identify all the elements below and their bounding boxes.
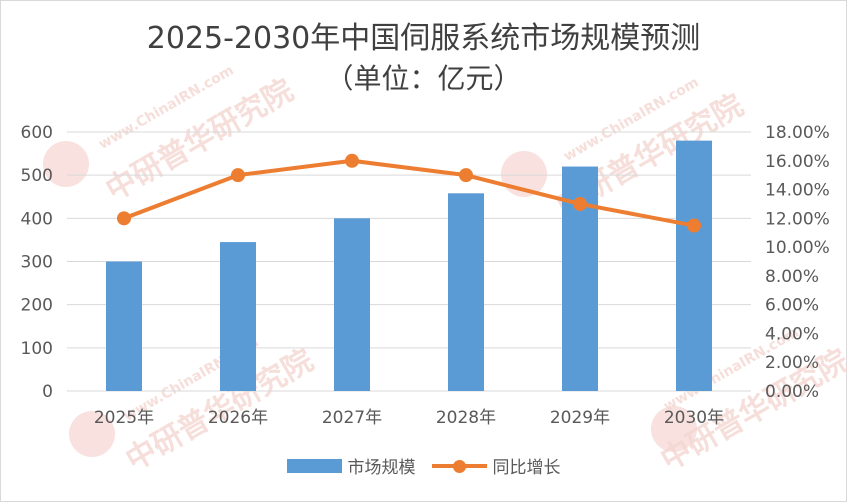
- line-point: [345, 153, 359, 168]
- y-left-tick-label: 300: [21, 253, 53, 273]
- bar: [220, 242, 256, 391]
- y-right-tick-label: 18.00%: [765, 123, 830, 143]
- chart-subtitle: （单位：亿元）: [325, 62, 522, 95]
- y-right-tick-label: 8.00%: [765, 267, 819, 287]
- bar: [448, 193, 484, 391]
- legend-bar-swatch: [286, 458, 342, 473]
- y-right-tick-label: 2.00%: [765, 353, 819, 373]
- line-point: [117, 211, 131, 226]
- bar: [106, 261, 142, 391]
- legend: 市场规模 同比增长: [1, 453, 846, 478]
- legend-item-bar: 市场规模: [286, 453, 416, 478]
- watermark-logo: [651, 406, 697, 452]
- y-right-tick-label: 0.00%: [765, 382, 819, 402]
- y-left-tick-label: 0: [42, 382, 53, 402]
- x-tick-label: 2029年: [550, 408, 610, 428]
- legend-line-label: 同比增长: [492, 458, 561, 478]
- y-left-tick-label: 500: [21, 166, 53, 186]
- y-left-tick-label: 400: [21, 209, 53, 229]
- bar: [676, 140, 712, 391]
- y-right-tick-label: 14.00%: [765, 181, 830, 201]
- y-right-tick-label: 6.00%: [765, 296, 819, 316]
- x-tick-label: 2025年: [94, 408, 154, 428]
- y-left-tick-label: 200: [21, 296, 53, 316]
- y-right-tick-label: 16.00%: [765, 152, 830, 172]
- watermark-logo: [69, 411, 115, 457]
- y-left-tick-label: 600: [21, 123, 53, 143]
- bar: [334, 218, 370, 391]
- y-right-tick-label: 4.00%: [765, 324, 819, 344]
- y-left-tick-label: 100: [21, 339, 53, 359]
- x-tick-label: 2028年: [436, 408, 496, 428]
- x-tick-label: 2027年: [322, 408, 382, 428]
- series-line: [123, 158, 695, 228]
- legend-line-swatch: [431, 459, 487, 473]
- y-right-tick-label: 10.00%: [765, 238, 830, 258]
- watermark-logo: [43, 141, 89, 187]
- chart-title: 2025-2030年中国伺服系统市场规模预测: [146, 21, 701, 56]
- y-right-tick-label: 12.00%: [765, 209, 830, 229]
- line-point: [573, 196, 587, 211]
- legend-item-line: 同比增长: [431, 453, 561, 478]
- line-point: [687, 218, 701, 233]
- line-point: [459, 168, 473, 183]
- x-tick-label: 2026年: [208, 408, 268, 428]
- x-tick-label: 2030年: [664, 408, 724, 428]
- legend-bar-label: 市场规模: [347, 458, 416, 478]
- line-point: [231, 168, 245, 183]
